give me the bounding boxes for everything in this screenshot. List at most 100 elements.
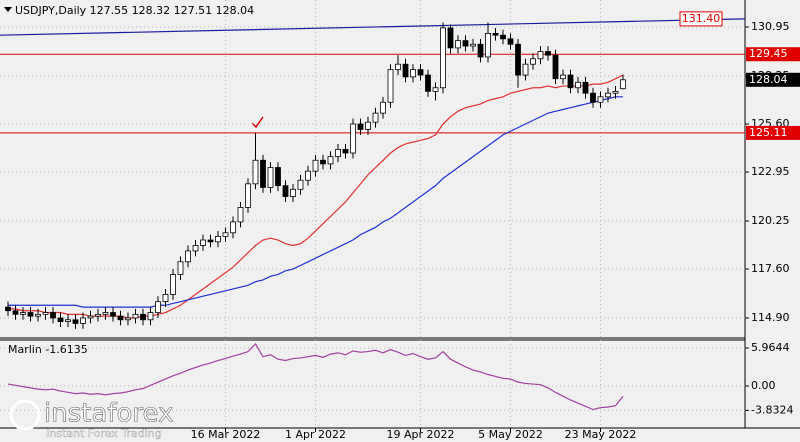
candle-body (365, 121, 371, 130)
candle-body (207, 239, 214, 243)
indicator-title: Marlin -1.6135 (8, 343, 88, 356)
candle-body (170, 274, 176, 295)
level-label: 125.11 (749, 126, 788, 139)
y-tick-label: 0.00 (751, 379, 776, 392)
last-price-box (746, 72, 800, 87)
candle-body (620, 79, 626, 90)
candle-body (147, 312, 154, 321)
candle-body (425, 74, 431, 92)
candle-body (87, 315, 94, 319)
candle-body (612, 90, 619, 94)
trend-label-box (679, 11, 723, 27)
candle-body (417, 69, 424, 76)
candle-body (267, 167, 274, 188)
trend-label: 131.40 (682, 12, 721, 25)
candle-body (515, 43, 521, 76)
candle-body (282, 185, 289, 197)
candle-body (222, 232, 229, 237)
level-label: 129.45 (749, 47, 788, 60)
candle-body (140, 313, 146, 321)
candle-body (252, 159, 259, 185)
candle-body (35, 313, 41, 317)
watermark: instaforex Instant Forex Trading (9, 398, 174, 440)
candle-body (42, 312, 49, 315)
candle-body (477, 43, 484, 58)
moving-average (8, 96, 623, 308)
check-mark (251, 116, 264, 129)
candle-body (80, 317, 86, 324)
candle-body (110, 312, 116, 317)
candle-body (275, 167, 281, 187)
candle-body (545, 51, 551, 56)
candle-body (95, 313, 101, 317)
logo-icon (9, 399, 41, 431)
x-tick-label: 1 Apr 2022 (285, 428, 346, 441)
candle-body (230, 221, 236, 234)
candle-body (470, 43, 476, 47)
y-tick-label: 114.90 (751, 311, 790, 324)
x-tick-label: 5 May 2022 (478, 428, 543, 441)
candle-body (215, 235, 221, 243)
candle-body (402, 63, 409, 78)
candle-body (357, 123, 364, 130)
level-label-box (746, 47, 800, 62)
candle-body (5, 306, 11, 312)
y-tick-label: 120.25 (751, 214, 790, 227)
candle-body (125, 317, 131, 321)
candle-body (50, 312, 56, 319)
candle-body (597, 96, 604, 103)
y-tick-label: -3.8324 (751, 403, 793, 416)
menu-arrow (4, 7, 12, 12)
candle-body (200, 239, 206, 246)
candle-body (507, 38, 514, 45)
candle-body (132, 313, 139, 319)
candle-body (102, 312, 109, 315)
x-tick-label: 16 Mar 2022 (191, 428, 261, 441)
candle-body (20, 312, 26, 315)
candle-body (395, 63, 401, 71)
candle-body (350, 123, 356, 154)
candle-body (492, 32, 499, 36)
candle-body (320, 159, 326, 165)
y-tick-label: 117.60 (751, 262, 790, 275)
candle-body (500, 34, 506, 40)
candle-body (117, 315, 124, 321)
candle-body (177, 261, 184, 275)
candle-body (27, 312, 34, 317)
last-price-label: 128.04 (749, 73, 788, 86)
candle-body (410, 69, 416, 78)
y-tick-label: 5.9644 (751, 341, 790, 354)
candle-body (305, 170, 311, 181)
chart-title: USDJPY,Daily 127.55 128.32 127.51 128.04 (15, 4, 254, 17)
indicator-line (7, 342, 624, 411)
candle-body (605, 92, 611, 98)
y-tick-label: 122.95 (751, 165, 790, 178)
candle-body (567, 74, 574, 89)
candle-body (342, 148, 349, 154)
candle-body (185, 250, 191, 263)
candle-body (297, 179, 304, 190)
candle-body (582, 81, 589, 94)
candle-body (327, 156, 334, 165)
candle-body (372, 112, 379, 123)
candle-body (237, 206, 244, 223)
candle-body (432, 87, 439, 92)
level-label-box (746, 125, 800, 140)
candle-body (485, 32, 491, 58)
x-tick-label: 19 Apr 2022 (386, 428, 454, 441)
candle-body (162, 294, 169, 303)
candle-body (57, 317, 64, 322)
candle-body (530, 58, 536, 65)
candle-body (12, 310, 19, 315)
candle-body (537, 51, 544, 60)
candle-body (260, 159, 266, 188)
candle-body (65, 319, 71, 322)
candle-body (522, 63, 529, 76)
x-tick-label: 23 May 2022 (565, 428, 637, 441)
candle-body (440, 27, 446, 89)
candle-body (155, 301, 161, 313)
candle-body (447, 27, 454, 49)
candle-body (387, 69, 394, 103)
